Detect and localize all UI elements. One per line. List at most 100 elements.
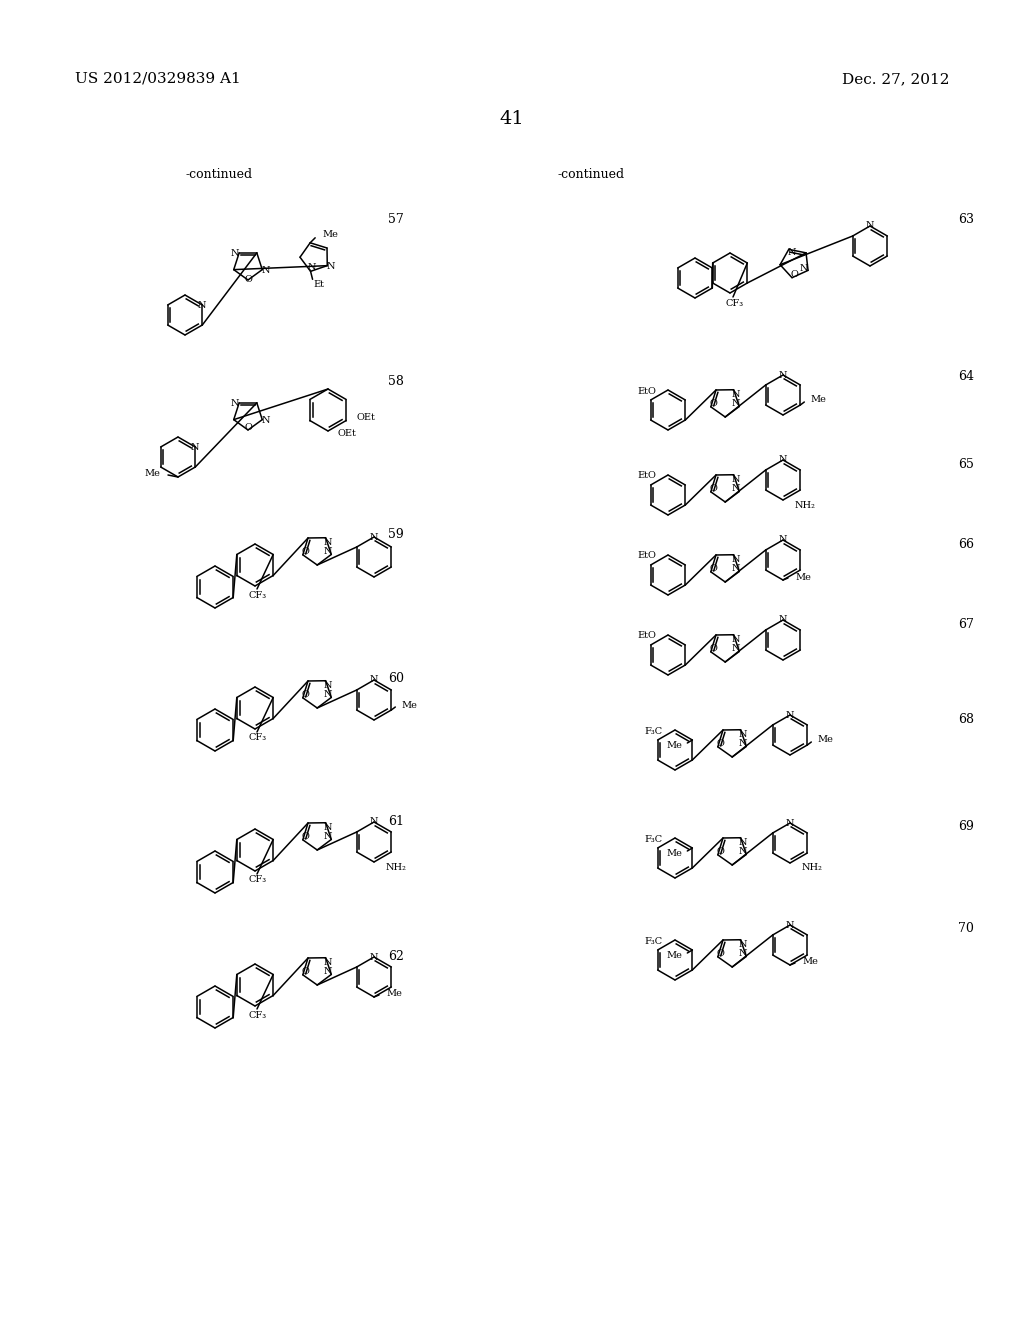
Text: N: N [778,536,787,544]
Text: EtO: EtO [637,631,656,640]
Text: O: O [717,739,725,748]
Text: 57: 57 [388,213,403,226]
Text: N: N [324,690,332,698]
Text: CF₃: CF₃ [249,734,267,742]
Text: N: N [778,455,787,465]
Text: N: N [262,416,270,425]
Text: N: N [738,949,746,958]
Text: N: N [731,484,739,492]
Text: N: N [370,953,378,961]
Text: CF₃: CF₃ [249,1011,267,1019]
Text: O: O [710,644,718,653]
Text: N: N [738,739,746,748]
Text: Me: Me [795,573,811,582]
Text: 65: 65 [958,458,974,471]
Text: O: O [710,400,718,408]
Text: Dec. 27, 2012: Dec. 27, 2012 [843,73,950,86]
Text: O: O [244,424,252,433]
Text: 69: 69 [958,820,974,833]
Text: O: O [302,833,309,841]
Text: Me: Me [401,701,417,710]
Text: OEt: OEt [338,429,357,437]
Text: Me: Me [323,230,338,239]
Text: EtO: EtO [637,552,656,561]
Text: 63: 63 [958,213,974,226]
Text: F₃C: F₃C [645,834,663,843]
Text: N: N [370,532,378,541]
Text: NH₂: NH₂ [386,862,407,871]
Text: 59: 59 [388,528,403,541]
Text: O: O [302,690,309,700]
Text: -continued: -continued [185,168,252,181]
Text: F₃C: F₃C [645,726,663,735]
Text: O: O [244,275,252,284]
Text: N: N [738,940,746,949]
Text: EtO: EtO [637,471,656,480]
Text: Me: Me [667,849,682,858]
Text: N: N [324,824,332,832]
Text: N: N [738,730,746,739]
Text: N: N [731,644,739,653]
Text: Me: Me [817,735,834,744]
Text: N: N [778,615,787,624]
Text: Me: Me [144,470,160,479]
Text: O: O [302,548,309,556]
Text: N: N [785,920,795,929]
Text: Me: Me [802,957,818,966]
Text: N: N [731,391,740,399]
Text: 67: 67 [958,618,974,631]
Text: N: N [731,556,740,564]
Text: NH₂: NH₂ [802,863,823,873]
Text: O: O [710,484,718,494]
Text: 68: 68 [958,713,974,726]
Text: N: N [738,838,746,847]
Text: Me: Me [810,396,826,404]
Text: N: N [324,539,332,548]
Text: N: N [262,267,270,275]
Text: N: N [800,264,808,273]
Text: OEt: OEt [356,413,375,422]
Text: N: N [370,676,378,685]
Text: N: N [785,818,795,828]
Text: Me: Me [667,741,682,750]
Text: N: N [324,832,332,841]
Text: 61: 61 [388,814,404,828]
Text: O: O [791,271,798,280]
Text: N: N [191,442,200,451]
Text: 66: 66 [958,539,974,550]
Text: Me: Me [667,950,682,960]
Text: N: N [324,968,332,975]
Text: CF₃: CF₃ [249,875,267,884]
Text: N: N [731,635,740,644]
Text: N: N [327,263,336,271]
Text: N: N [307,263,315,272]
Text: N: N [324,681,332,690]
Text: US 2012/0329839 A1: US 2012/0329839 A1 [75,73,241,86]
Text: N: N [865,222,874,231]
Text: N: N [231,249,240,259]
Text: CF₃: CF₃ [249,590,267,599]
Text: N: N [738,847,746,855]
Text: -continued: -continued [558,168,625,181]
Text: N: N [731,399,739,408]
Text: 64: 64 [958,370,974,383]
Text: N: N [370,817,378,826]
Text: 62: 62 [388,950,403,964]
Text: N: N [785,710,795,719]
Text: O: O [302,968,309,977]
Text: 60: 60 [388,672,404,685]
Text: O: O [717,949,725,958]
Text: N: N [324,546,332,556]
Text: F₃C: F₃C [645,936,663,945]
Text: 41: 41 [500,110,524,128]
Text: N: N [787,248,796,257]
Text: O: O [717,847,725,857]
Text: Et: Et [313,280,325,289]
Text: N: N [198,301,207,309]
Text: N: N [731,564,739,573]
Text: N: N [731,475,740,484]
Text: N: N [324,958,332,968]
Text: 70: 70 [958,921,974,935]
Text: O: O [710,565,718,573]
Text: 58: 58 [388,375,403,388]
